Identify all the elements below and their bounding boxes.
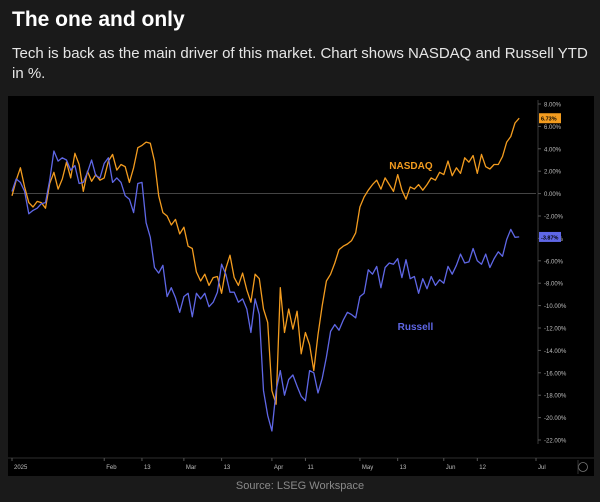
last-value-tag-russell bbox=[539, 231, 561, 242]
y-tick-label: -16.00% bbox=[544, 371, 567, 377]
chart-title: The one and only bbox=[12, 8, 185, 31]
y-tick-label: 8.00% bbox=[544, 103, 562, 109]
x-tick-label: Apr bbox=[274, 465, 283, 471]
x-tick-label: Jun bbox=[446, 465, 456, 471]
y-tick-label: 6.00% bbox=[544, 125, 562, 131]
y-tick-label: -2.00% bbox=[544, 215, 564, 221]
x-tick-label: Jul bbox=[538, 465, 546, 471]
x-tick-label: 11 bbox=[307, 465, 314, 471]
y-tick-label: -22.00% bbox=[544, 439, 567, 445]
y-tick-label: -6.00% bbox=[544, 259, 564, 265]
plot-area: 8.00%6.00%4.00%2.00%0.00%-2.00%-4.00%-6.… bbox=[8, 96, 594, 476]
line-chart: 8.00%6.00%4.00%2.00%0.00%-2.00%-4.00%-6.… bbox=[8, 100, 594, 474]
annotation-russell: Russell bbox=[398, 322, 434, 333]
y-tick-label: -12.00% bbox=[544, 327, 567, 333]
x-tick-label: 12 bbox=[479, 465, 486, 471]
x-tick-label: Mar bbox=[186, 465, 196, 471]
chart-subtitle: Tech is back as the main driver of this … bbox=[12, 45, 588, 82]
source-note: Source: LSEG Workspace bbox=[235, 480, 365, 492]
y-tick-label: -8.00% bbox=[544, 282, 564, 288]
last-value-tag-nasdaq bbox=[539, 113, 561, 124]
annotation-nasdaq: NASDAQ bbox=[389, 161, 433, 172]
x-tick-label: May bbox=[362, 465, 373, 471]
y-tick-label: 2.00% bbox=[544, 170, 562, 176]
series-line-nasdaq bbox=[11, 117, 520, 405]
y-tick-label: -14.00% bbox=[544, 349, 567, 355]
x-tick-label: 13 bbox=[400, 465, 407, 471]
x-tick-label: 13 bbox=[224, 465, 231, 471]
y-tick-label: -10.00% bbox=[544, 304, 567, 310]
y-tick-label: 0.00% bbox=[544, 192, 562, 198]
y-tick-label: -18.00% bbox=[544, 394, 567, 400]
x-tick-label: Feb bbox=[106, 465, 117, 471]
y-tick-label: 4.00% bbox=[544, 147, 562, 153]
x-tick-label: 13 bbox=[144, 465, 151, 471]
last-value-label-russell: -3.87% bbox=[541, 235, 559, 241]
series-line-russell bbox=[11, 150, 520, 432]
x-tick-label: 2025 bbox=[14, 465, 28, 471]
last-value-label-nasdaq: 6.73% bbox=[541, 117, 557, 123]
chart-settings-icon bbox=[578, 462, 588, 472]
y-tick-label: -20.00% bbox=[544, 416, 567, 422]
